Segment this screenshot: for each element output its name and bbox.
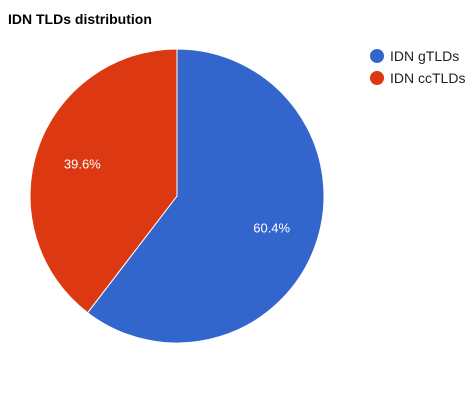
pie-slices: [29, 48, 325, 344]
chart-title: IDN TLDs distribution: [8, 11, 152, 27]
legend-label-1: IDN gTLDs: [390, 48, 459, 64]
legend: IDN gTLDs IDN ccTLDs: [370, 48, 465, 86]
legend-label-2: IDN ccTLDs: [390, 70, 465, 86]
pie-slice-2[interactable]: [29, 48, 178, 314]
pie-slice-labels: 60.4% 39.6%: [64, 156, 291, 235]
pie-slice-1[interactable]: [86, 48, 325, 344]
slice-label-1: 60.4%: [253, 221, 290, 236]
legend-marker-1: [370, 49, 384, 63]
slice-label-2: 39.6%: [64, 156, 101, 171]
legend-marker-2: [370, 71, 384, 85]
